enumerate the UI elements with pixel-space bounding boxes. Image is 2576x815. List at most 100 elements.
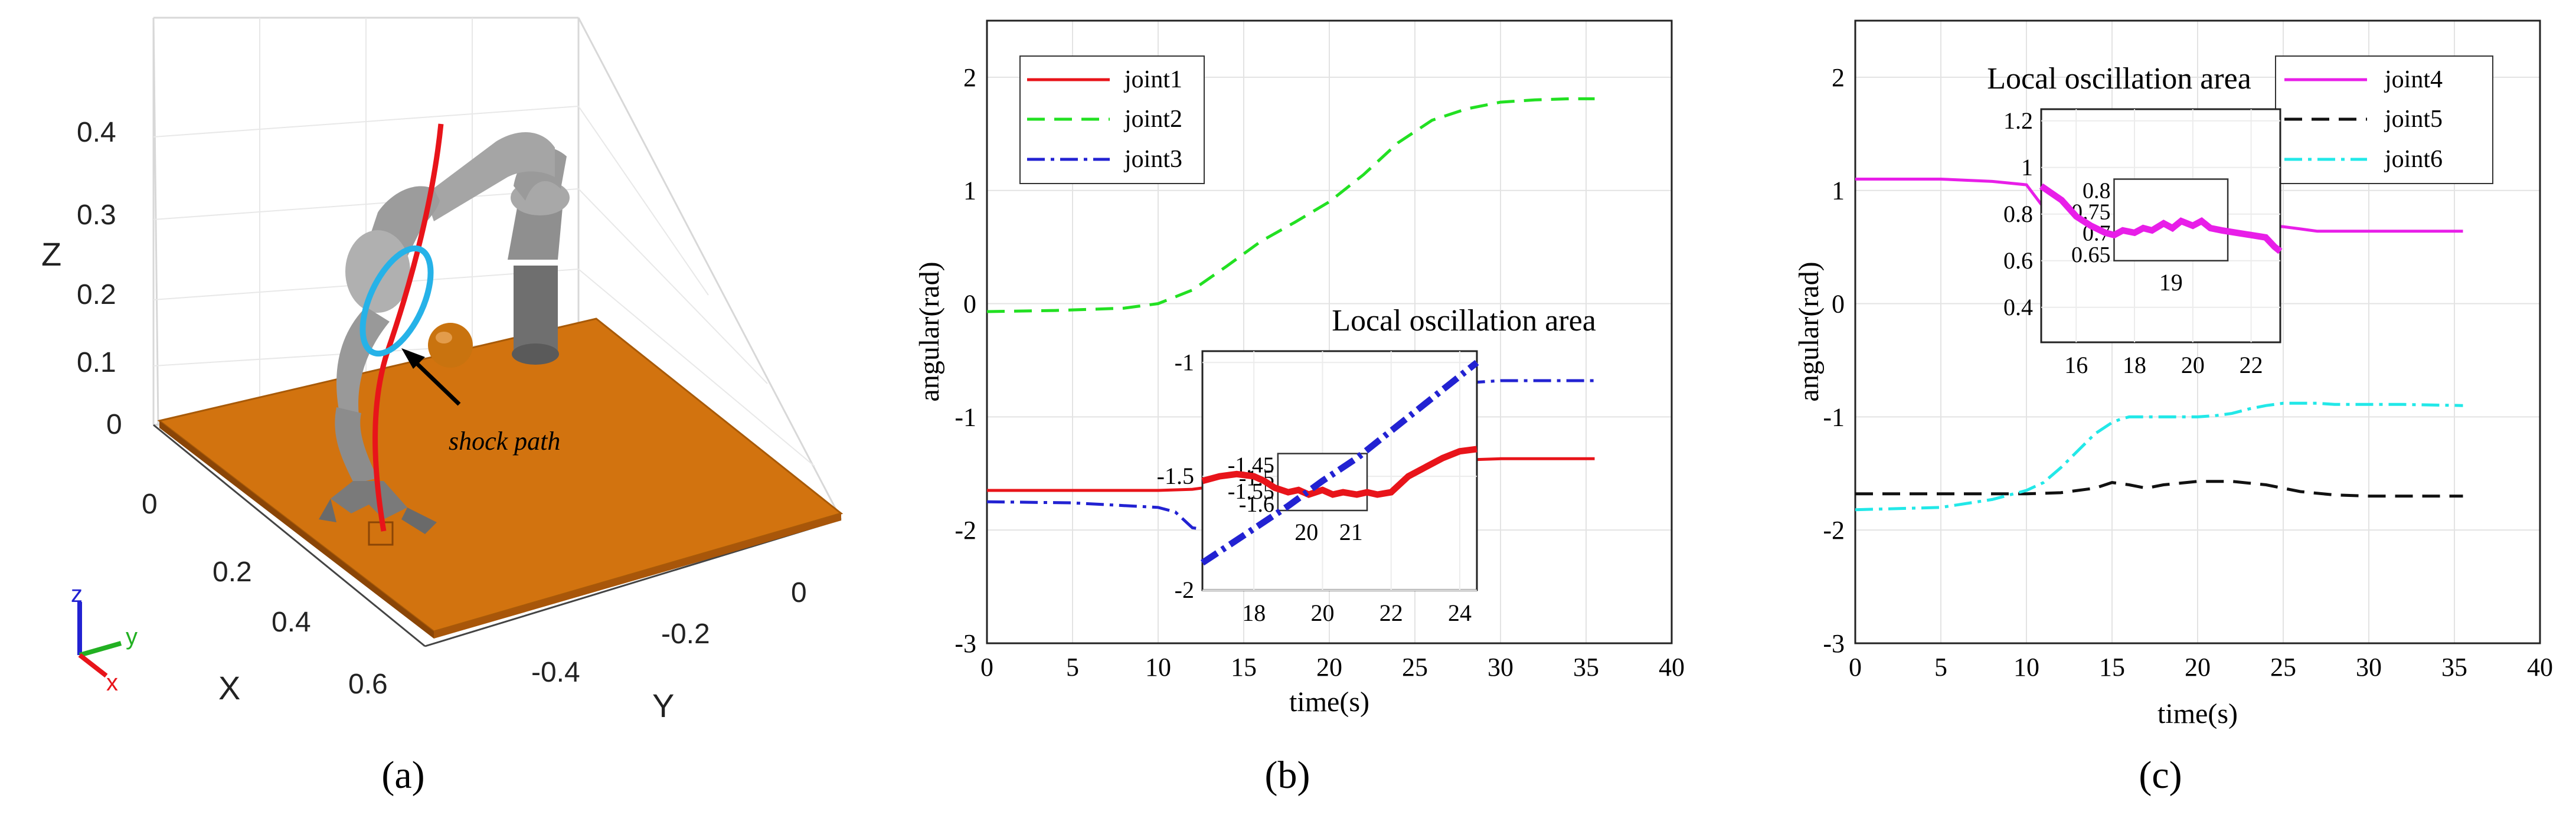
y-tick-label: -3 [1823,629,1845,658]
panel-c-label: (c) [2139,754,2182,797]
inset-y-tick-label: -2 [1175,577,1194,603]
y-tick-label: -2 [954,516,976,545]
inset-y-tick-label: -1 [1175,349,1194,375]
y-tick-label: -1 [1823,402,1845,431]
legend-label: joint5 [2384,106,2443,133]
inset-y-tick-label: 0.8 [2003,201,2033,227]
inset-series-joint3 [1200,359,1479,566]
x-tick-label: 25 [2270,653,2296,682]
shock-path-label: shock path [449,427,560,456]
y-tick-3: -0.4 [531,657,580,688]
inset-title: Local oscillation area [1332,304,1596,338]
table-edge-right [434,513,841,639]
x-axis-label: time(s) [1289,686,1369,718]
panel-c: 0 5 10 15 20 25 30 35 40 -3 -2 -1 0 1 2 joint4 joint5 … [1793,19,2553,797]
plot-frame [986,19,1673,644]
inset-x-tick-label: 22 [2240,352,2263,378]
annotation-arrow [401,348,461,406]
legend-label: joint2 [1123,106,1182,133]
x-tick-label: 40 [1659,653,1685,682]
inset-x-tick-label: 24 [1448,600,1472,626]
legend-label: joint1 [1123,66,1182,93]
y-tick-label: 2 [963,63,976,92]
y-tick-label: -3 [954,629,976,658]
y-tick-2: -0.2 [661,618,710,650]
zoom-y-tick-label: 0.8 [2083,179,2111,204]
table-edge [159,421,434,639]
zoom-x-tick-label: 19 [2159,269,2183,296]
x-tick-label: 20 [1316,653,1342,682]
x-tick-1: 0 [142,489,158,520]
zoom-y-tick-label: -1.6 [1239,492,1274,517]
x-tick-label: 30 [1488,653,1513,682]
legend: joint4 joint5 joint6 [2275,55,2493,184]
panel-b: 0 5 10 15 20 25 30 35 40 -3 -2 -1 0 1 2 joint1 joint2 … [914,19,1685,797]
y-tick-label: -1 [954,402,976,431]
y-tick-label: 2 [1832,63,1845,92]
x-tick-2: 0.2 [213,557,252,588]
inset-y-tick-label: 0.4 [2003,294,2033,320]
y-tick-1: 0 [791,577,807,608]
robot-arm [319,132,570,534]
inset-x-tick-label: 20 [1310,600,1334,626]
inset-y-tick-label: -1.5 [1157,463,1194,489]
x-tick-label: 5 [1066,653,1079,682]
legend-label: joint3 [1123,146,1182,173]
x-tick-label: 35 [1573,653,1599,682]
panel-b-label: (b) [1265,754,1310,797]
x-tick-label: 35 [2441,653,2467,682]
x-tick-label: 30 [2356,653,2382,682]
zoom-x-tick-label: 20 [1294,519,1318,545]
z-tick-1: 0.4 [77,117,116,148]
x-axis-label: X [218,669,240,706]
y-tick-label: 0 [963,290,976,319]
y-tick-label: -2 [1823,516,1845,545]
x-tick-label: 10 [2013,653,2039,682]
x-tick-label: 20 [2185,653,2211,682]
y-tick-label: 1 [1832,176,1845,205]
x-tick-label: 0 [1849,653,1862,682]
inset-x-tick-label: 22 [1379,600,1403,626]
series-line-joint5 [1855,480,2463,498]
inset-x-tick-label: 16 [2064,352,2088,378]
orientation-triad: z y x [71,581,138,696]
inset-y-tick-label: 1 [2021,154,2033,181]
triad-y: y [126,624,138,650]
x-axis-label: time(s) [2157,698,2238,729]
x-tick-3: 0.4 [272,607,311,638]
x-tick-label: 0 [980,653,993,682]
y-axis-label: angular(rad) [914,261,945,401]
x-tick-label: 25 [1402,653,1428,682]
y-tick-label: 1 [963,176,976,205]
z-tick-3: 0.2 [77,279,116,310]
y-axis-label: Y [652,687,674,724]
x-tick-label: 10 [1145,653,1171,682]
legend-label: joint6 [2384,146,2443,173]
x-tick-4: 0.6 [348,669,388,700]
triad-x: x [106,670,118,696]
legend-label: joint4 [2384,66,2443,93]
x-tick-label: 40 [2527,653,2553,682]
inset-x-tick-label: 18 [1242,600,1266,626]
zoom-box [2113,178,2229,261]
inset-series-joint1 [1201,446,1477,498]
z-tick-4: 0.1 [77,347,116,378]
z-tick-2: 0.3 [77,199,116,231]
z-tick-5: 0 [106,409,122,440]
x-tick-label: 15 [2099,653,2125,682]
zoom-x-tick-label: 21 [1339,519,1363,545]
z-axis-label: Z [41,235,61,273]
inset-x-tick-label: 18 [2123,352,2146,378]
x-tick-label: 15 [1231,653,1257,682]
panel-a: shock path 0.4 0.3 0.2 0.1 0 0 0.2 0.4 0… [41,17,844,797]
inset-title: Local oscillation area [1987,62,2251,96]
inset-y-tick-label: 1.2 [2003,107,2033,134]
triad-z: z [71,581,83,607]
zoom-y-tick-label: 0.65 [2071,243,2111,267]
legend: joint1 joint2 joint3 [1019,55,1205,184]
y-tick-label: 0 [1832,290,1845,319]
series-line-joint2 [986,97,1595,313]
x-tick-label: 5 [1934,653,1947,682]
table-top [157,318,844,633]
